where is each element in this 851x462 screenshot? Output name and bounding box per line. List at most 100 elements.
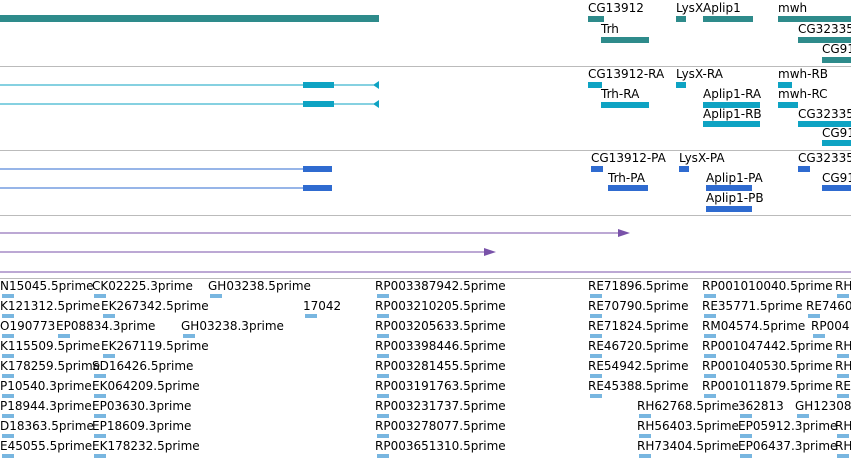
est-label[interactable]: RP003205633.5prime xyxy=(375,319,506,333)
gene-label[interactable]: Aplip1 xyxy=(703,1,741,15)
transcript-label[interactable]: Aplip1-RB xyxy=(703,107,762,121)
est-marker[interactable] xyxy=(837,394,849,398)
est-marker[interactable] xyxy=(377,314,389,318)
est-marker[interactable] xyxy=(377,374,389,378)
est-label[interactable]: RH xyxy=(835,339,851,353)
est-label[interactable]: EK064209.5prime xyxy=(92,379,200,393)
est-marker[interactable] xyxy=(94,374,106,378)
est-marker[interactable] xyxy=(704,394,716,398)
transcript-label[interactable]: CG32335 xyxy=(798,107,851,121)
gene-bar[interactable] xyxy=(822,57,851,63)
protein-label[interactable]: CG13912-PA xyxy=(591,151,666,165)
est-label[interactable]: K178259.5prime xyxy=(0,359,101,373)
protein-segment[interactable] xyxy=(303,185,332,191)
est-label[interactable]: RE71896.5prime xyxy=(588,279,689,293)
gene-label[interactable]: Trh xyxy=(601,22,619,36)
est-label[interactable]: RP003278077.5prime xyxy=(375,419,506,433)
est-marker[interactable] xyxy=(94,454,106,458)
est-label[interactable]: RH62768.5prime xyxy=(637,399,739,413)
est-label[interactable]: RE46720.5prime xyxy=(588,339,689,353)
est-label[interactable]: EK267342.5prime xyxy=(101,299,209,313)
protein-segment[interactable] xyxy=(679,166,689,172)
protein-segment[interactable] xyxy=(303,166,332,172)
est-label[interactable]: RP001040530.5prime xyxy=(702,359,833,373)
est-marker[interactable] xyxy=(837,374,849,378)
est-label[interactable]: RP004 xyxy=(811,319,850,333)
exon[interactable] xyxy=(822,140,851,146)
est-marker[interactable] xyxy=(704,334,716,338)
est-marker[interactable] xyxy=(837,354,849,358)
est-marker[interactable] xyxy=(704,314,716,318)
gene-label[interactable]: CG91 xyxy=(822,42,851,56)
gene-label[interactable]: CG32335 xyxy=(798,22,851,36)
transcript-label[interactable]: CG13912-RA xyxy=(588,67,665,81)
protein-segment[interactable] xyxy=(706,185,752,191)
est-marker[interactable] xyxy=(590,334,602,338)
est-marker[interactable] xyxy=(2,414,14,418)
est-marker[interactable] xyxy=(590,354,602,358)
protein-label[interactable]: CG32335 xyxy=(798,151,851,165)
exon[interactable] xyxy=(778,102,798,108)
transcript-label[interactable]: CG91 xyxy=(822,126,851,140)
est-label[interactable]: RE35771.5prime xyxy=(702,299,803,313)
transcript-label[interactable]: mwh-RC xyxy=(778,87,828,101)
est-marker[interactable] xyxy=(2,314,14,318)
exon[interactable] xyxy=(778,82,792,88)
est-label[interactable]: RE45388.5prime xyxy=(588,379,689,393)
est-marker[interactable] xyxy=(183,334,195,338)
protein-label[interactable]: Trh-PA xyxy=(608,171,645,185)
exon[interactable] xyxy=(703,102,760,108)
est-marker[interactable] xyxy=(94,394,106,398)
est-label[interactable]: GH03238.5prime xyxy=(208,279,311,293)
est-marker[interactable] xyxy=(210,294,222,298)
est-label[interactable]: GH12308 xyxy=(795,399,851,413)
gene-bar[interactable] xyxy=(0,15,379,22)
est-label[interactable]: RP003651310.5prime xyxy=(375,439,506,453)
protein-label[interactable]: Aplip1-PB xyxy=(706,191,764,205)
est-label[interactable]: RP003281455.5prime xyxy=(375,359,506,373)
exon[interactable] xyxy=(798,121,851,127)
gene-bar[interactable] xyxy=(703,16,753,22)
est-marker[interactable] xyxy=(377,394,389,398)
est-label[interactable]: EP18609.3prime xyxy=(92,419,192,433)
exon[interactable] xyxy=(703,121,760,127)
est-label[interactable]: SD16426.5prime xyxy=(92,359,194,373)
est-marker[interactable] xyxy=(740,454,752,458)
est-marker[interactable] xyxy=(590,314,602,318)
est-label[interactable]: 17042 xyxy=(303,299,342,313)
est-label[interactable]: O190773 xyxy=(0,319,56,333)
est-label[interactable]: D18363.5prime xyxy=(0,419,94,433)
est-marker[interactable] xyxy=(704,294,716,298)
protein-label[interactable]: CG91 xyxy=(822,171,851,185)
est-label[interactable]: E45055.5prime xyxy=(0,439,93,453)
est-marker[interactable] xyxy=(94,414,106,418)
est-label[interactable]: RE54942.5prime xyxy=(588,359,689,373)
gene-bar[interactable] xyxy=(798,37,851,43)
est-marker[interactable] xyxy=(94,294,106,298)
gene-bar[interactable] xyxy=(778,16,851,22)
gene-label[interactable]: mwh xyxy=(778,1,808,15)
est-marker[interactable] xyxy=(377,414,389,418)
est-label[interactable]: RP001011879.5prime xyxy=(702,379,833,393)
est-label[interactable]: RE70790.5prime xyxy=(588,299,689,313)
protein-segment[interactable] xyxy=(798,166,810,172)
est-marker[interactable] xyxy=(590,394,602,398)
est-marker[interactable] xyxy=(2,434,14,438)
est-marker[interactable] xyxy=(797,414,809,418)
est-marker[interactable] xyxy=(704,354,716,358)
est-label[interactable]: RP003210205.5prime xyxy=(375,299,506,313)
est-label[interactable]: P18944.3prime xyxy=(0,399,92,413)
est-label[interactable]: GH03238.3prime xyxy=(181,319,284,333)
transcript-label[interactable]: LysX-RA xyxy=(676,67,723,81)
est-label[interactable]: RE7460 xyxy=(806,299,851,313)
gene-bar[interactable] xyxy=(676,16,686,22)
est-label[interactable]: CK02225.3prime xyxy=(92,279,193,293)
est-marker[interactable] xyxy=(740,434,752,438)
est-marker[interactable] xyxy=(639,414,651,418)
est-label[interactable]: RP001010040.5prime xyxy=(702,279,833,293)
est-label[interactable]: RE71824.5prime xyxy=(588,319,689,333)
est-marker[interactable] xyxy=(837,434,849,438)
est-label[interactable]: RP001047442.5prime xyxy=(702,339,833,353)
est-marker[interactable] xyxy=(639,434,651,438)
est-label[interactable]: RH xyxy=(835,419,851,433)
